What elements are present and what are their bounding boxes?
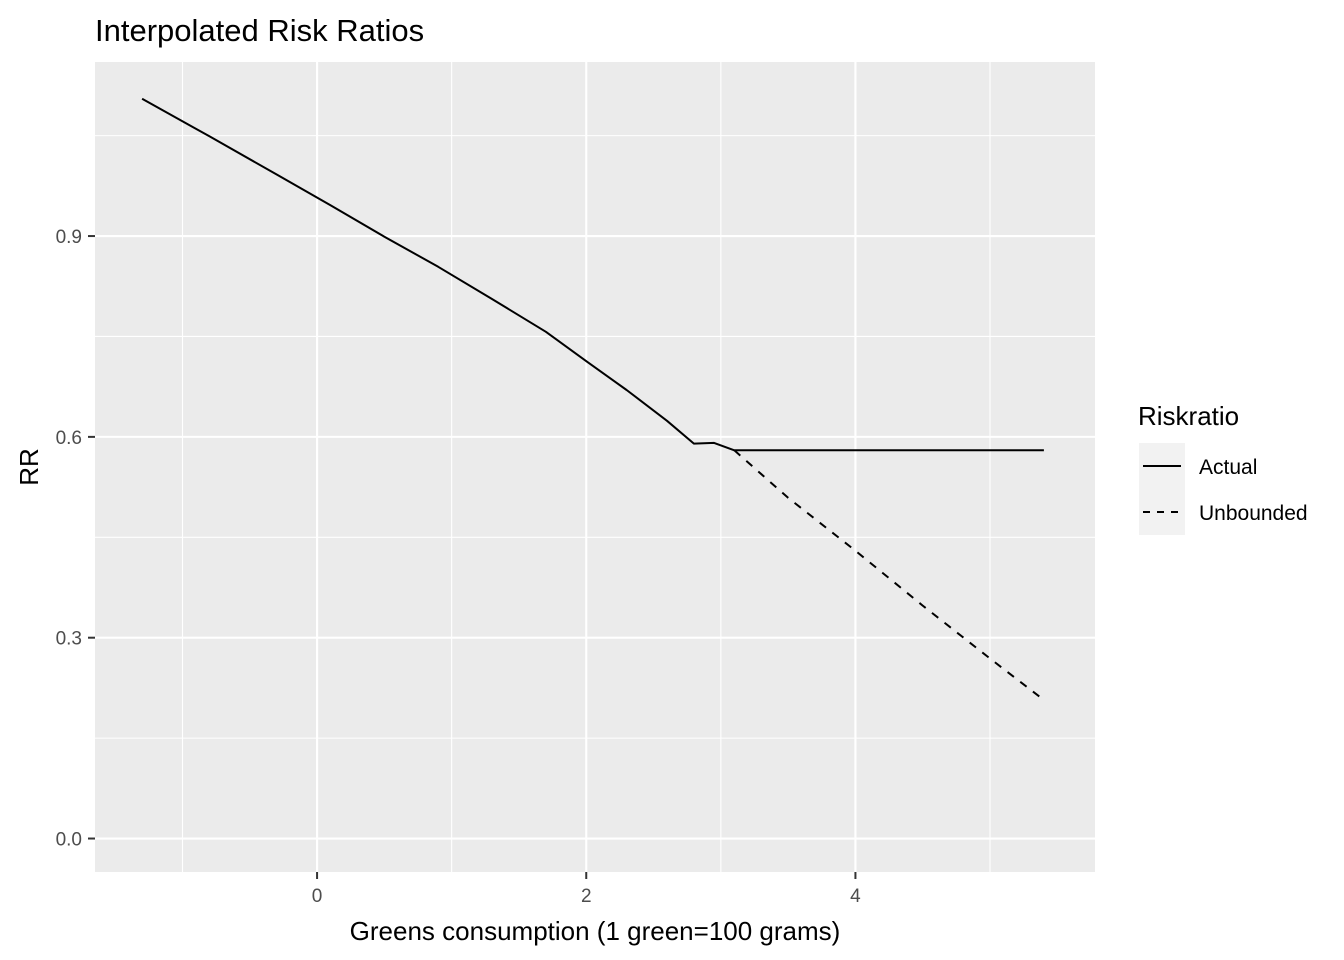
x-axis-title: Greens consumption (1 green=100 grams) [350, 916, 841, 946]
legend: Riskratio Actual Unbounded [1138, 401, 1308, 535]
chart-title: Interpolated Risk Ratios [95, 13, 424, 48]
y-tick-label: 0.6 [56, 428, 82, 449]
minor-gridlines [95, 62, 1095, 872]
y-axis-title: RR [14, 448, 44, 486]
y-tick-label: 0.3 [56, 629, 82, 650]
major-gridlines [95, 62, 1095, 872]
legend-label: Actual [1199, 456, 1257, 479]
series-layer [141, 97, 1045, 701]
series-line-unbounded [733, 449, 1045, 701]
x-axis: 0 2 4 [312, 872, 861, 907]
series-line-actual [141, 97, 1044, 452]
y-tick-label: 0.0 [56, 830, 82, 851]
legend-title: Riskratio [1138, 401, 1239, 431]
x-tick-label: 4 [850, 886, 861, 907]
y-tick-label: 0.9 [56, 227, 82, 248]
legend-entries: Actual Unbounded [1139, 443, 1308, 535]
x-tick-label: 2 [581, 886, 592, 907]
plot-panel [95, 62, 1095, 872]
legend-label: Unbounded [1199, 502, 1308, 525]
y-axis: 0.0 0.3 0.6 0.9 [56, 227, 95, 851]
x-tick-label: 0 [312, 886, 323, 907]
